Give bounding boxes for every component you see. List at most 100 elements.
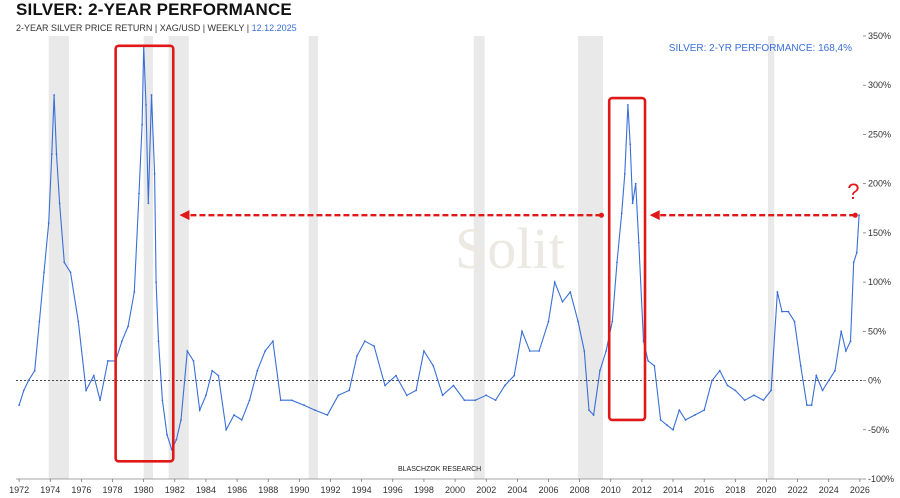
data-point <box>423 350 425 352</box>
y-axis-ticks: -100% -50% 0% 50% 100% 150% 200% 250% 300% 350% <box>863 31 894 484</box>
data-point <box>852 261 855 264</box>
data-point <box>256 369 259 372</box>
data-point <box>753 394 755 397</box>
data-point <box>787 310 790 313</box>
x-tick-label: 2006 <box>538 485 558 495</box>
data-point <box>63 261 66 264</box>
data-point <box>726 384 729 387</box>
x-tick-label: 1982 <box>165 485 185 495</box>
data-point <box>155 281 158 284</box>
data-point <box>583 350 586 352</box>
data-point <box>734 389 737 392</box>
data-point <box>815 374 818 377</box>
data-point <box>145 104 147 106</box>
recession-band <box>473 36 485 479</box>
data-point <box>264 350 267 352</box>
data-point <box>626 104 629 106</box>
data-point <box>793 320 796 323</box>
x-tick-label: 1994 <box>352 485 372 495</box>
data-point <box>348 389 351 392</box>
data-point <box>569 291 572 293</box>
x-tick-label: 1996 <box>383 485 403 495</box>
x-tick-label: 2012 <box>632 485 652 495</box>
y-tick-label: 350% <box>868 31 891 41</box>
data-point <box>166 433 168 436</box>
subtitle-date: 12.12.2025 <box>251 23 297 33</box>
highlight-boxes <box>114 44 647 463</box>
data-point <box>290 399 293 402</box>
recession-band <box>143 36 154 479</box>
data-point <box>485 394 488 397</box>
watermark: Solit <box>455 216 565 281</box>
data-point <box>395 374 397 377</box>
question-mark: ? <box>847 179 859 204</box>
data-point <box>217 374 220 377</box>
x-tick-label: 1990 <box>289 485 309 495</box>
recession-band <box>308 36 319 479</box>
data-point <box>616 261 618 264</box>
highlight-box <box>607 96 647 422</box>
x-tick-label: 1974 <box>40 485 60 495</box>
x-tick-label: 2010 <box>601 485 621 495</box>
data-point <box>620 212 623 215</box>
performance-label: SILVER: 2-YR PERFORMANCE: 168,4% <box>668 43 852 54</box>
data-point <box>225 428 228 431</box>
y-tick-label: 200% <box>868 179 891 189</box>
data-point <box>840 330 843 333</box>
data-point <box>27 379 30 382</box>
x-tick-label: 2002 <box>476 485 496 495</box>
y-tick-label: 300% <box>868 80 891 90</box>
chart-subtitle: 2-YEAR SILVER PRICE RETURN | XAG/USD | W… <box>16 23 297 33</box>
x-tick-label: 1976 <box>71 485 91 495</box>
data-point <box>611 320 614 323</box>
data-point <box>494 399 497 402</box>
data-point <box>211 369 214 372</box>
data-point <box>678 409 681 411</box>
x-tick-label: 2016 <box>694 485 714 495</box>
data-point <box>858 214 861 217</box>
data-point <box>303 404 305 407</box>
data-point <box>588 409 590 411</box>
data-point <box>186 350 189 352</box>
data-point <box>22 389 25 392</box>
data-point <box>513 374 516 377</box>
recession-band <box>48 36 69 479</box>
x-tick-label: 2008 <box>570 485 590 495</box>
data-point <box>432 364 435 367</box>
data-point <box>99 399 101 402</box>
data-point <box>827 379 830 382</box>
y-tick-label: -100% <box>868 474 894 484</box>
data-point <box>50 153 53 156</box>
x-tick-label: 2026 <box>850 485 870 495</box>
data-point <box>147 202 150 205</box>
y-tick-label: 150% <box>868 228 891 238</box>
data-point <box>577 320 579 323</box>
data-point <box>672 428 674 431</box>
data-point <box>598 369 601 372</box>
data-point <box>205 394 207 397</box>
data-point <box>161 399 164 402</box>
data-point <box>452 384 455 387</box>
arrowhead <box>649 210 660 221</box>
x-tick-label: 2004 <box>507 485 527 495</box>
data-point <box>43 271 45 274</box>
data-point <box>703 409 706 411</box>
data-point <box>47 222 50 224</box>
data-point <box>141 123 144 126</box>
data-point <box>634 182 637 185</box>
data-point <box>844 350 847 352</box>
credit-label: BLASCHZOK RESEARCH <box>398 466 481 473</box>
data-point <box>55 153 58 156</box>
data-point <box>849 340 852 343</box>
data-point <box>637 241 640 244</box>
data-point <box>405 394 408 397</box>
data-point <box>463 399 466 402</box>
data-point <box>693 414 696 416</box>
subtitle-text: 2-YEAR SILVER PRICE RETURN | XAG/USD | W… <box>16 23 252 33</box>
data-point <box>192 359 195 362</box>
data-point <box>337 394 340 397</box>
data-point <box>33 369 36 372</box>
data-point <box>441 394 444 397</box>
data-point <box>272 340 274 343</box>
